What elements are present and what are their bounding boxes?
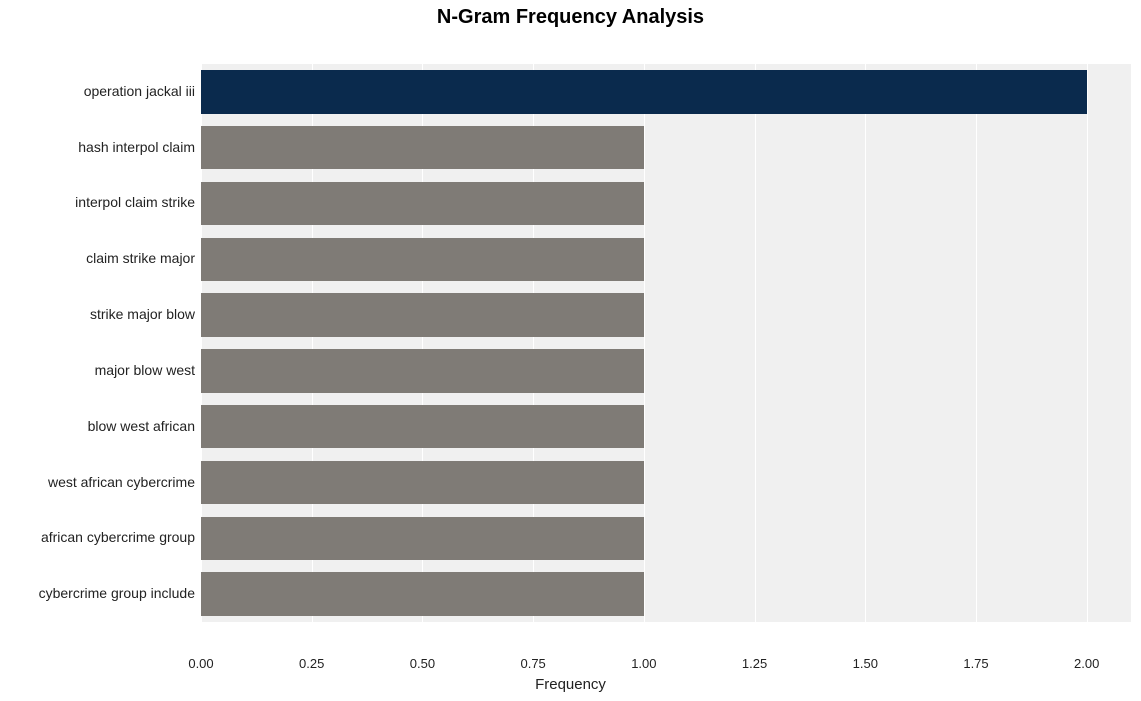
bar: [201, 572, 644, 616]
ngram-chart: N-Gram Frequency Analysis Frequency oper…: [0, 0, 1141, 701]
bar: [201, 461, 644, 505]
x-tick-label: 1.25: [742, 656, 767, 671]
x-tick-label: 0.25: [299, 656, 324, 671]
y-tick-label: west african cybercrime: [0, 474, 195, 490]
x-tick-label: 1.75: [963, 656, 988, 671]
y-tick-label: african cybercrime group: [0, 529, 195, 545]
x-axis-title: Frequency: [0, 676, 1141, 693]
bar: [201, 238, 644, 282]
y-tick-label: cybercrime group include: [0, 585, 195, 601]
x-tick-label: 0.50: [410, 656, 435, 671]
x-tick-label: 1.00: [631, 656, 656, 671]
chart-title: N-Gram Frequency Analysis: [0, 6, 1141, 29]
grid-line: [976, 36, 977, 650]
bar: [201, 126, 644, 170]
y-tick-label: strike major blow: [0, 306, 195, 322]
y-tick-label: interpol claim strike: [0, 194, 195, 210]
y-tick-label: claim strike major: [0, 250, 195, 266]
x-tick-label: 2.00: [1074, 656, 1099, 671]
grid-line: [755, 36, 756, 650]
plot-area: [201, 36, 1131, 650]
grid-line: [1087, 36, 1088, 650]
bar: [201, 293, 644, 337]
bar: [201, 182, 644, 226]
x-tick-label: 1.50: [853, 656, 878, 671]
x-tick-label: 0.75: [520, 656, 545, 671]
y-tick-label: hash interpol claim: [0, 139, 195, 155]
x-tick-label: 0.00: [188, 656, 213, 671]
y-tick-label: operation jackal iii: [0, 83, 195, 99]
bar: [201, 517, 644, 561]
bar: [201, 349, 644, 393]
grid-line: [644, 36, 645, 650]
y-tick-label: blow west african: [0, 418, 195, 434]
y-tick-label: major blow west: [0, 362, 195, 378]
grid-line: [865, 36, 866, 650]
bar: [201, 70, 1087, 114]
bar: [201, 405, 644, 449]
